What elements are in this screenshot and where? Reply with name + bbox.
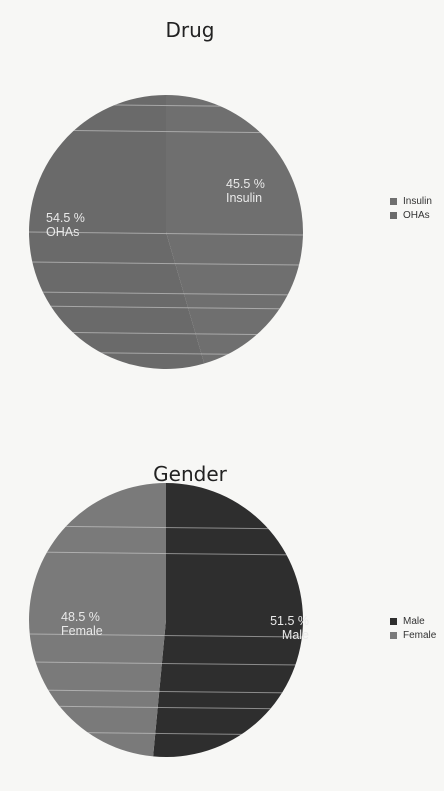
legend-swatch-female <box>390 631 397 639</box>
pie-slice-insulin <box>166 95 304 364</box>
legend-label-insulin: Insulin <box>403 195 432 207</box>
slice-name-female: Female <box>61 624 103 638</box>
slice-name-ohas: OHAs <box>46 225 79 239</box>
slice-name-male: Male <box>282 628 309 642</box>
scan-line <box>29 661 303 666</box>
pie-slice-female <box>28 483 166 757</box>
slice-label-ohas: 54.5 % OHAs <box>46 211 85 239</box>
drug-legend: Insulin OHAs <box>390 194 432 222</box>
scan-line <box>29 633 303 638</box>
gender-chart-title: Gender <box>153 462 227 486</box>
scan-line <box>29 231 303 236</box>
legend-label-ohas: OHAs <box>403 209 430 221</box>
legend-item-ohas: OHAs <box>390 208 432 222</box>
legend-swatch-ohas <box>390 211 397 219</box>
slice-label-male: 51.5 % Male <box>270 614 309 642</box>
scan-line <box>29 305 303 310</box>
legend-label-male: Male <box>403 615 425 627</box>
drug-chart-title: Drug <box>165 18 215 42</box>
gender-pie-chart: 51.5 % Male 48.5 % Female <box>28 483 309 757</box>
pie-slice-ohas <box>29 95 205 369</box>
scan-line <box>29 129 303 134</box>
scan-line <box>29 689 303 694</box>
legend-label-female: Female <box>403 629 437 641</box>
legend-item-male: Male <box>390 614 436 628</box>
scan-line <box>29 291 303 296</box>
legend-item-insulin: Insulin <box>390 194 432 208</box>
scan-line <box>29 551 303 556</box>
pie-slice-male <box>153 483 303 757</box>
scan-line <box>29 261 303 266</box>
slice-percent-female: 48.5 % <box>61 610 100 624</box>
legend-swatch-male <box>390 617 397 625</box>
slice-percent-insulin: 45.5 % <box>226 177 265 191</box>
slice-name-insulin: Insulin <box>226 191 262 205</box>
slice-label-female: 48.5 % Female <box>61 610 103 638</box>
gender-legend: Male Female <box>390 614 436 642</box>
legend-item-female: Female <box>390 628 436 642</box>
slice-percent-ohas: 54.5 % <box>46 211 85 225</box>
slice-percent-male: 51.5 % <box>270 614 309 628</box>
drug-pie-chart: 45.5 % Insulin 54.5 % OHAs <box>29 95 304 369</box>
scan-line <box>29 705 303 710</box>
legend-swatch-insulin <box>390 197 397 205</box>
slice-label-insulin: 45.5 % Insulin <box>226 177 265 205</box>
scan-line <box>29 525 303 530</box>
